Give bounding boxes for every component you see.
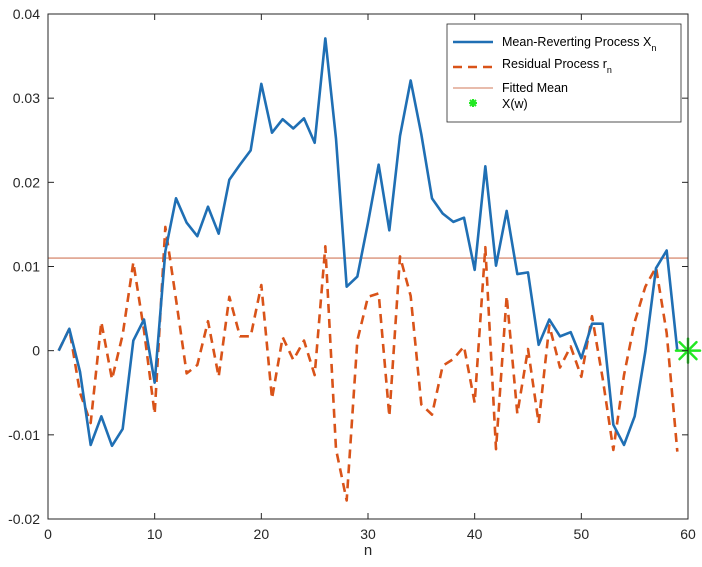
x-tick-label: 40 [467, 526, 483, 542]
legend-label-mean-reverting-sub: n [651, 43, 656, 53]
y-tick-label: 0.02 [13, 174, 40, 190]
legend-label-residual-sub: n [607, 65, 612, 75]
mean-reverting-process-line [57, 37, 679, 448]
y-axis-ticks: -0.02 -0.01 0 0.01 0.02 0.03 0.04 [8, 6, 688, 527]
y-tick-label: 0.01 [13, 259, 40, 275]
mean-reverting-process-layer [57, 37, 679, 448]
y-tick-label: 0 [32, 343, 40, 359]
legend-label-x-w: X(w) [502, 97, 528, 111]
legend: Mean-Reverting Process Xn Residual Proce… [446, 23, 682, 123]
legend-label-mean-reverting-text: Mean-Reverting Process X [502, 35, 652, 49]
legend-box [446, 23, 682, 123]
x-tick-label: 60 [680, 526, 696, 542]
y-tick-label: 0.03 [13, 90, 40, 106]
legend-label-residual-text: Residual Process r [502, 57, 607, 71]
x-tick-label: 0 [44, 526, 52, 542]
y-tick-label: -0.02 [8, 511, 40, 527]
x-tick-label: 10 [147, 526, 163, 542]
x-axis-label: n [364, 542, 372, 559]
x-axis-ticks: 0 10 20 30 40 50 60 [44, 14, 696, 542]
legend-label-fitted-mean: Fitted Mean [502, 81, 568, 95]
y-tick-label: -0.01 [8, 427, 40, 443]
y-tick-label: 0.04 [13, 6, 40, 22]
legend-marker-x-w [469, 99, 477, 107]
legend-label-residual: Residual Process rn [502, 57, 612, 75]
x-tick-label: 20 [254, 526, 270, 542]
x-tick-label: 50 [574, 526, 590, 542]
x-tick-label: 30 [360, 526, 376, 542]
legend-label-mean-reverting: Mean-Reverting Process Xn [502, 35, 656, 53]
